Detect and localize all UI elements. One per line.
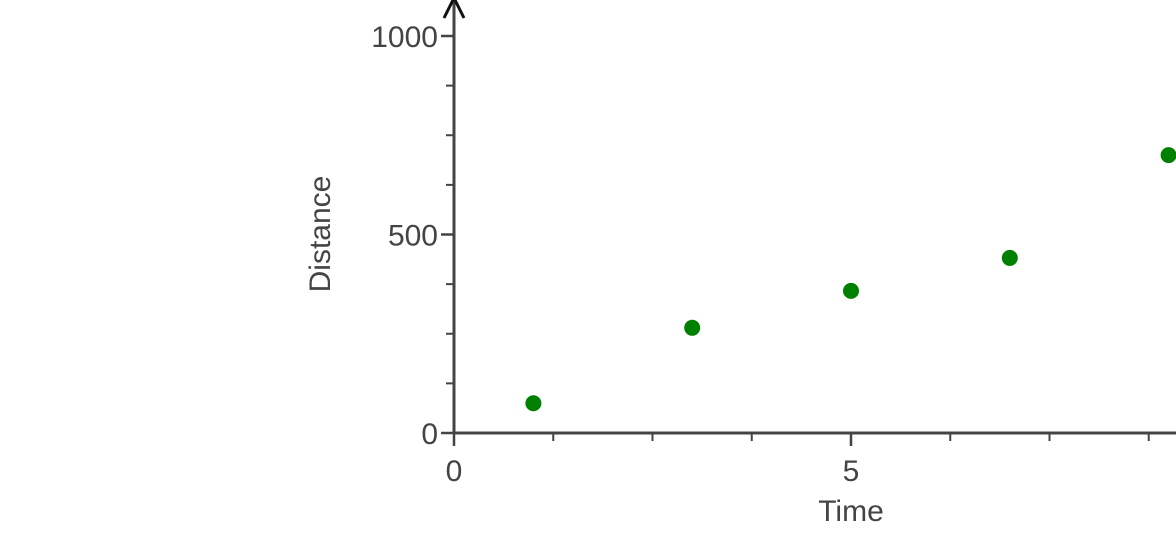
axes [442, 0, 1176, 435]
x-axis-label: Time [818, 495, 884, 528]
y-tick-label: 1000 [371, 21, 438, 54]
x-tick-label: 0 [446, 455, 463, 488]
y-axis-arrow-icon [442, 0, 466, 19]
data-point [1160, 147, 1176, 164]
data-point [1001, 249, 1018, 266]
data-point [843, 282, 859, 299]
data-point [525, 395, 542, 412]
axis-ticks [441, 34, 1150, 446]
data-points [525, 147, 1176, 412]
y-tick-label: 0 [421, 418, 438, 451]
x-tick-label: 5 [843, 455, 860, 488]
data-point [684, 319, 701, 336]
axis-tick-labels: 051005001000 [371, 21, 860, 488]
y-axis-label: Distance [304, 176, 337, 293]
y-tick-label: 500 [388, 220, 438, 253]
